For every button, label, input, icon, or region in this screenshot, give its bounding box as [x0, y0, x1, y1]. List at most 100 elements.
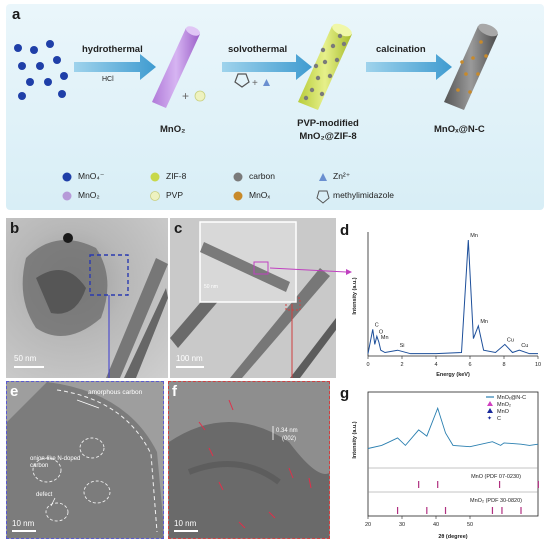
product-zif-label-1: PVP-modified [297, 118, 359, 129]
xrd-legend-marker: ✦ [487, 415, 492, 422]
mno4-ions [14, 40, 68, 100]
legend-symbols [62, 172, 330, 204]
arrow-calcination [366, 54, 452, 80]
eds-tick-label: 10 [535, 362, 541, 368]
xrd-tick-label: 30 [399, 522, 405, 528]
legend-zif8: ZIF-8 [166, 171, 187, 181]
step-hcl-label: HCl [102, 76, 114, 83]
eds-tick-label: 6 [468, 362, 471, 368]
eds-peak-label: C [375, 322, 379, 328]
xrd-pattern-line [367, 406, 539, 449]
legend-carbon: carbon [249, 171, 275, 181]
svg-text:+: + [252, 78, 258, 89]
legend-methylimidazole: methylimidazole [333, 190, 394, 200]
xrd-frame [367, 391, 539, 517]
mnox-nc-rod [444, 23, 498, 110]
xrd-legend-label: MnO₂ [497, 402, 511, 408]
arrow-solvothermal [222, 54, 312, 80]
xrd-tick-label: 50 [467, 522, 473, 528]
scale-label-e: 10 nm [12, 519, 35, 528]
xrd-x-ticks: 20 30 40 50 [365, 516, 473, 528]
scale-label-f: 10 nm [174, 519, 197, 528]
mno2-nanorod [152, 26, 201, 108]
xrd-xlabel: 2θ (degree) [438, 534, 467, 540]
step-solvothermal-label: solvothermal [228, 44, 288, 55]
annot-defect: defect [36, 492, 53, 498]
eds-peak-label: O [379, 329, 384, 335]
eds-peak-label: Cu [521, 343, 528, 349]
step-hydrothermal-label: hydrothermal [82, 44, 143, 55]
scheme-drawing: + + [14, 23, 498, 204]
hrtem-f-features [169, 399, 329, 538]
scale-label-b: 50 nm [14, 354, 37, 363]
eds-peak-label: Mn [470, 233, 478, 239]
scale-bar-f [174, 530, 198, 532]
hrtem-image-f [168, 381, 330, 539]
eds-spectrum-line [367, 239, 538, 355]
xrd-legend-label: MnOₓ@N-C [497, 395, 526, 401]
annot-lattice-spacing: 0.34 nm [276, 428, 298, 434]
eds-xlabel: Energy (keV) [436, 372, 470, 378]
panel-label-g: g [340, 385, 350, 402]
xrd-tick-label: 20 [365, 522, 371, 528]
legend-mno4: MnO₄⁻ [78, 171, 105, 181]
legend-mno2: MnO₂ [78, 190, 100, 200]
product-mno2-label: MnO₂ [160, 124, 186, 135]
eds-tick-label: 4 [434, 362, 437, 368]
annot-onion-carbon: onion-like N-doped carbon [30, 456, 81, 469]
legend-pvp: PVP [166, 190, 184, 200]
xrd-ref1-label: MnO (PDF 07-0230) [471, 474, 521, 480]
hrtem-image-e [6, 381, 164, 539]
xrd-legend-marker [487, 401, 493, 406]
eds-x-ticks: 0 2 4 6 8 10 [366, 356, 541, 368]
annot-amorphous-carbon: amorphous carbon [88, 389, 143, 396]
zn-ion-icon [263, 79, 270, 86]
scale-label-c: 100 nm [176, 354, 203, 363]
scale-bar-b [14, 366, 44, 368]
eds-peak-label: Mn [381, 335, 389, 341]
eds-peak-label: Si [400, 343, 405, 349]
pvp-icon [194, 90, 206, 102]
panel-label-b: b [10, 220, 20, 237]
xrd-ylabel: Intensity (a.u.) [352, 421, 358, 458]
arrow-hydrothermal [74, 54, 156, 80]
tem-b-features [22, 233, 168, 378]
xrd-reference-mno [418, 481, 539, 488]
eds-peak-label: Cu [507, 337, 514, 343]
hrtem-e-features [7, 382, 163, 538]
product-mnox-label: MnOₓ@N-C [434, 124, 485, 135]
tem-image-c [170, 218, 336, 378]
xrd-legend-label: C [497, 416, 501, 422]
panel-label-e: e [10, 383, 19, 400]
product-zif-label-2: MnO₂@ZIF-8 [299, 131, 357, 142]
legend-zn: Zn²⁺ [333, 171, 351, 181]
scale-label-c-inset: 50 nm [204, 284, 218, 290]
xrd-legend-label: MnO [497, 409, 510, 415]
synthesis-scheme [6, 4, 544, 210]
panel-label-a: a [12, 6, 21, 23]
tem-c-features [170, 221, 336, 378]
scale-bar-c [176, 366, 204, 368]
xrd-reference-mno2 [396, 507, 522, 514]
legend-mnox: MnOₓ [249, 190, 271, 200]
panel-label-c: c [174, 220, 183, 237]
xrd-tick-label: 40 [433, 522, 439, 528]
zif8-coated-rod [298, 23, 352, 110]
xrd-ref2-label: MnO₂ (PDF 30-0820) [470, 498, 522, 504]
panel-label-f: f [172, 383, 177, 400]
xrd-legend-marker [487, 408, 493, 413]
panel-label-d: d [340, 222, 350, 239]
annot-lattice-plane: (002) [282, 436, 297, 442]
eds-tick-label: 2 [400, 362, 403, 368]
svg-text:+: + [182, 89, 189, 103]
eds-peak-label: Mn [480, 319, 488, 325]
eds-tick-label: 0 [366, 362, 369, 368]
eds-tick-label: 8 [502, 362, 505, 368]
tem-image-b [6, 218, 168, 378]
eds-ylabel: Intensity (a.u.) [352, 277, 358, 314]
